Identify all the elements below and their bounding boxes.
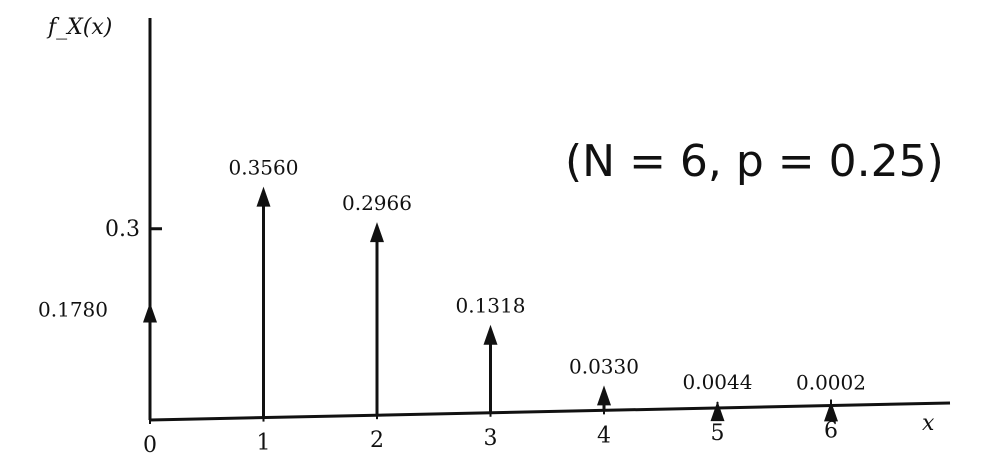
x-tick-label: 4 — [597, 423, 611, 448]
y-axis-label: f_X(x) — [46, 15, 112, 40]
data-label-2: 0.2966 — [342, 191, 412, 215]
x-tick-label: 2 — [370, 428, 384, 453]
chart-annotation: (N = 6, p = 0.25) — [565, 136, 944, 187]
data-label-6: 0.0002 — [796, 370, 866, 394]
arrowhead-2 — [370, 222, 384, 243]
x-axis — [149, 401, 951, 422]
y-tick-label: 0.3 — [105, 217, 140, 242]
data-label-5: 0.0044 — [683, 370, 753, 394]
x-axis-label: x — [922, 411, 935, 436]
x-tick-label: 1 — [257, 431, 271, 456]
x-tick-label: 0 — [143, 433, 157, 456]
arrowhead-6 — [824, 401, 838, 422]
arrowhead-4 — [597, 385, 611, 406]
x-tick-label: 6 — [824, 419, 838, 444]
data-label-3: 0.1318 — [456, 294, 526, 318]
arrowhead-1 — [256, 186, 271, 207]
chart-marks: 0.3 0.1780 0 0.3560 1 0.2966 2 0.1318 3 0.0330 4 0.… — [38, 156, 866, 456]
x-tick-label: 5 — [711, 421, 725, 446]
arrowhead-3 — [483, 324, 498, 345]
data-label-0: 0.1780 — [38, 298, 108, 322]
x-tick-label: 3 — [484, 426, 498, 451]
arrowhead-0 — [143, 302, 157, 323]
data-label-1: 0.3560 — [229, 156, 299, 180]
data-label-4: 0.0330 — [569, 354, 639, 378]
